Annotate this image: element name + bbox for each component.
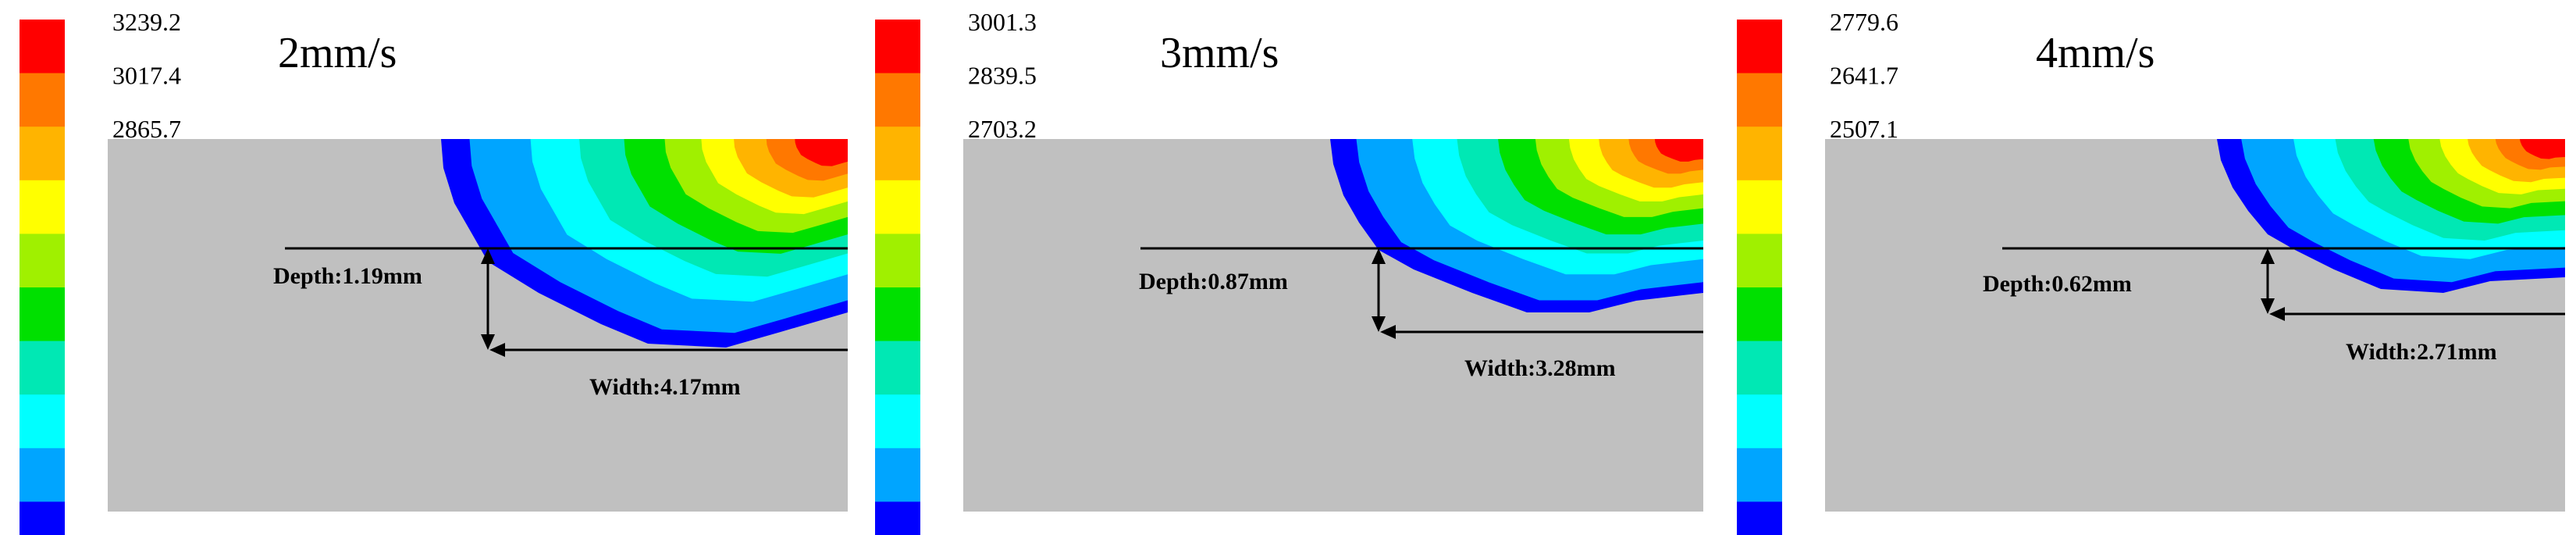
colorbar-band	[1737, 180, 1782, 234]
colorbar-band	[20, 234, 65, 288]
colorbar-band	[20, 73, 65, 127]
depth-label: Depth:0.62mm	[1983, 271, 2132, 297]
melt-pool-contours	[441, 139, 848, 348]
colorbar-band	[20, 394, 65, 449]
scan-speed-title: 2mm/s	[278, 29, 397, 77]
colorbar-band	[875, 394, 920, 449]
melt-pool-isotherm	[1654, 139, 1703, 162]
colorbar-tick-label: 3239.2	[112, 8, 181, 36]
colorbar-band	[1737, 73, 1782, 127]
colorbar	[20, 20, 65, 535]
panel-2: 3001.32839.52703.22543.62310.72122.91978…	[875, 8, 1703, 535]
colorbar-tick-label: 2839.5	[968, 62, 1037, 90]
width-arrow	[1380, 325, 1703, 339]
colorbar-band	[875, 20, 920, 74]
colorbar-band	[20, 341, 65, 395]
colorbar-band	[875, 501, 920, 535]
colorbar-tick-label: 2507.1	[1830, 115, 1898, 143]
depth-arrow	[481, 248, 495, 350]
colorbar-band	[20, 448, 65, 502]
colorbar-band	[1737, 20, 1782, 74]
width-arrow	[489, 343, 848, 357]
scan-speed-title: 4mm/s	[2036, 29, 2154, 77]
colorbar-band	[1737, 394, 1782, 449]
colorbar-band	[875, 73, 920, 127]
colorbar-band	[1737, 501, 1782, 535]
depth-arrow	[2261, 248, 2275, 314]
colorbar-band	[1737, 234, 1782, 288]
colorbar-band	[20, 180, 65, 234]
colorbar-tick-label: 3001.3	[968, 8, 1037, 36]
colorbar-band	[875, 180, 920, 234]
colorbar-band	[875, 287, 920, 342]
width-label: Width:2.71mm	[2346, 339, 2497, 365]
melt-pool-isotherm	[2520, 139, 2565, 159]
melt-pool-contours	[2217, 139, 2565, 293]
colorbar-tick-label: 2865.7	[112, 115, 181, 143]
melt-pool-contours	[1330, 139, 1703, 312]
depth-arrow	[1372, 248, 1386, 332]
colorbar-band	[20, 501, 65, 535]
colorbar-band	[875, 127, 920, 181]
colorbar-band	[20, 287, 65, 342]
depth-label: Depth:0.87mm	[1139, 269, 1288, 294]
colorbar-band	[1737, 287, 1782, 342]
colorbar-band	[1737, 127, 1782, 181]
colorbar-band	[875, 341, 920, 395]
colorbar-tick-label: 2703.2	[968, 115, 1037, 143]
colorbar-band	[1737, 448, 1782, 502]
melt-pool-isotherm	[795, 139, 848, 166]
colorbar-band	[875, 234, 920, 288]
depth-label: Depth:1.19mm	[273, 263, 422, 289]
scan-speed-title: 3mm/s	[1160, 29, 1279, 77]
colorbar-band	[875, 448, 920, 502]
colorbar	[1737, 20, 1782, 535]
colorbar-tick-label: 2641.7	[1830, 62, 1898, 90]
panel-1: 3239.23017.42865.72600.12359.92137.62016…	[20, 8, 848, 535]
width-arrow	[2269, 307, 2565, 321]
colorbar-tick-label: 3017.4	[112, 62, 181, 90]
colorbar-tick-label: 2779.6	[1830, 8, 1898, 36]
colorbar-band	[20, 20, 65, 74]
width-label: Width:4.17mm	[589, 374, 741, 400]
colorbar-band	[20, 127, 65, 181]
width-label: Width:3.28mm	[1464, 355, 1616, 381]
colorbar	[875, 20, 920, 535]
panel-3: 2779.62641.72507.12370.22246.32111.91978…	[1737, 8, 2565, 535]
colorbar-band	[1737, 341, 1782, 395]
